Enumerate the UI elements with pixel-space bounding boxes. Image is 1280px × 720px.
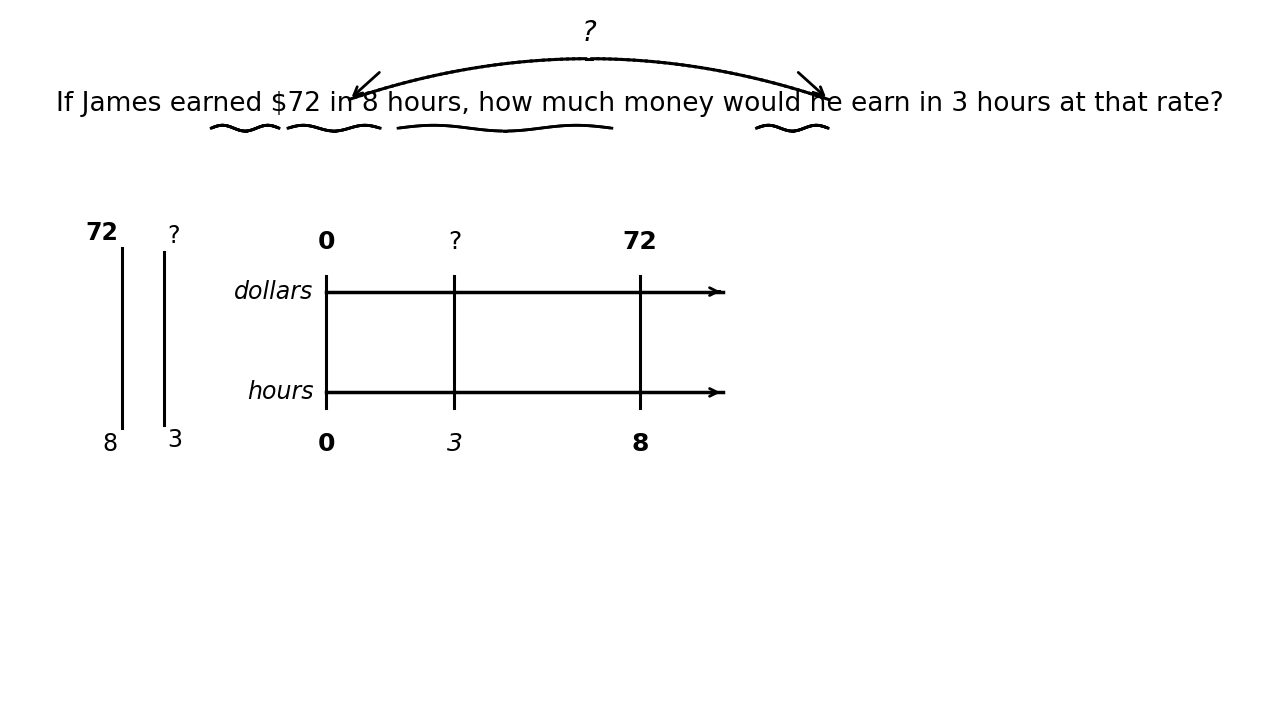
Text: 3: 3 xyxy=(447,432,462,456)
Text: ?: ? xyxy=(448,230,461,254)
Text: If James earned $72 in 8 hours, how much money would he earn in 3 hours at that : If James earned $72 in 8 hours, how much… xyxy=(56,91,1224,117)
Text: 8: 8 xyxy=(631,432,649,456)
Text: 8: 8 xyxy=(102,432,118,456)
Text: ?: ? xyxy=(581,19,596,47)
Text: 72: 72 xyxy=(622,230,658,254)
Text: dollars: dollars xyxy=(234,279,314,304)
Text: 72: 72 xyxy=(84,221,118,245)
Text: 0: 0 xyxy=(317,230,335,254)
Text: 0: 0 xyxy=(317,432,335,456)
Text: 3: 3 xyxy=(168,428,183,452)
Text: hours: hours xyxy=(247,380,314,405)
Text: ?: ? xyxy=(168,225,180,248)
